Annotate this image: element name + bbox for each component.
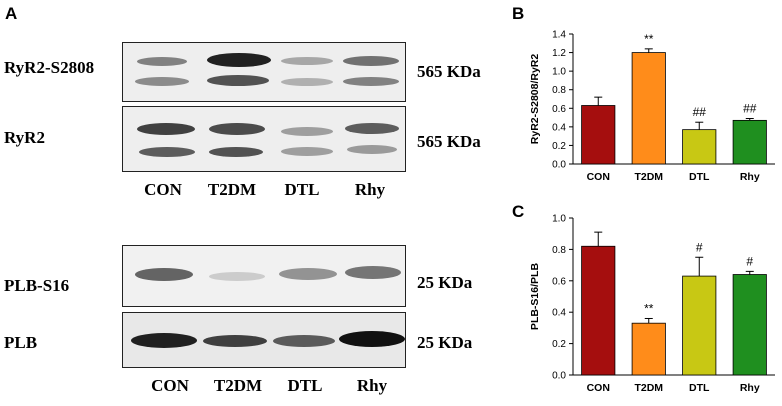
chart-c-ytick-label: 0.8 [552,245,566,256]
chart-c-annotation-t2dm: ** [644,301,654,315]
chart-b-annotation-t2dm: ** [644,32,654,46]
lane-label-rhy-2: Rhy [356,376,388,395]
chart-c-annotation-dtl: # [696,240,703,254]
chart-b-bar-t2dm [631,52,666,165]
blot-plb-s16 [122,245,406,307]
chart-c-ytick-label: 1.0 [552,214,566,225]
chart-c-xtick-label-dtl: DTL [689,382,710,394]
lane-label-t2dm: T2DM [207,180,257,199]
blot-ryr2 [122,106,406,172]
panel-letter-c: C [512,202,525,221]
chart-b-ytick-label: 0.0 [552,160,566,171]
chart-c-annotation-rhy: # [746,254,753,268]
chart-b-bar-dtl [682,129,717,165]
chart-b-ytick-label: 0.6 [552,104,566,115]
chart-c-ylabel: PLB-S16/PLB [529,263,541,331]
chart-b-ytick-label: 1.2 [552,48,566,59]
chart-b-xtick-label-t2dm: T2DM [634,171,663,183]
chart-b-ytick-label: 0.2 [552,141,566,152]
panel-letter-a: A [5,4,18,23]
chart-b-xtick-label-rhy: Rhy [740,171,760,183]
chart-c-ytick-label: 0.2 [552,339,566,350]
blot-size-ryr2: 565 KDa [417,132,481,151]
chart-c-ytick-label: 0.6 [552,276,566,287]
chart-b-ytick-label: 0.8 [552,85,566,96]
chart-c-bar-rhy [732,274,767,376]
blot-size-plb: 25 KDa [417,333,473,352]
panel-letter-b: B [512,4,525,23]
blot-size-ryr2-s2808: 565 KDa [417,62,481,81]
chart-c-ytick-label: 0.4 [552,308,566,319]
blot-label-ryr2-s2808: RyR2-S2808 [4,58,95,77]
lane-label-t2dm-2: T2DM [213,376,263,395]
chart-b-xtick-label-dtl: DTL [689,171,710,183]
blot-plb [122,312,406,368]
chart-b-bar-con [581,105,616,165]
chart-b-ylabel: RyR2-S2808/RyR2 [529,54,541,145]
chart-b-ytick-label: 0.4 [552,122,566,133]
chart-b-xtick-label-con: CON [587,171,610,183]
blot-label-ryr2: RyR2 [4,128,45,147]
lane-label-dtl-2: DTL [287,376,323,395]
blot-label-plb: PLB [4,333,38,352]
chart-c-xtick-label-t2dm: T2DM [634,382,663,394]
chart-b-annotation-dtl: ## [693,105,707,119]
lane-label-dtl: DTL [284,180,320,199]
blot-label-plb-s16: PLB-S16 [4,276,70,295]
chart-c-xtick-label-con: CON [587,382,610,394]
lane-label-con-2: CON [151,376,189,395]
lane-label-rhy: Rhy [354,180,386,199]
chart-b-bar-rhy [732,119,767,165]
blot-size-plb-s16: 25 KDa [417,273,473,292]
chart-b-ytick-label: 1.4 [552,30,566,41]
chart-b-ytick-label: 1.0 [552,67,566,78]
chart-c-bar-con [581,245,616,376]
chart-c-xtick-label-rhy: Rhy [740,382,760,394]
blot-ryr2-s2808 [122,42,406,102]
chart-b-annotation-rhy: ## [743,102,757,116]
chart-c-bar-t2dm [631,322,666,376]
chart-c-bar-dtl [682,275,717,376]
chart-c-ytick-label: 0.0 [552,371,566,382]
lane-label-con: CON [144,180,182,199]
